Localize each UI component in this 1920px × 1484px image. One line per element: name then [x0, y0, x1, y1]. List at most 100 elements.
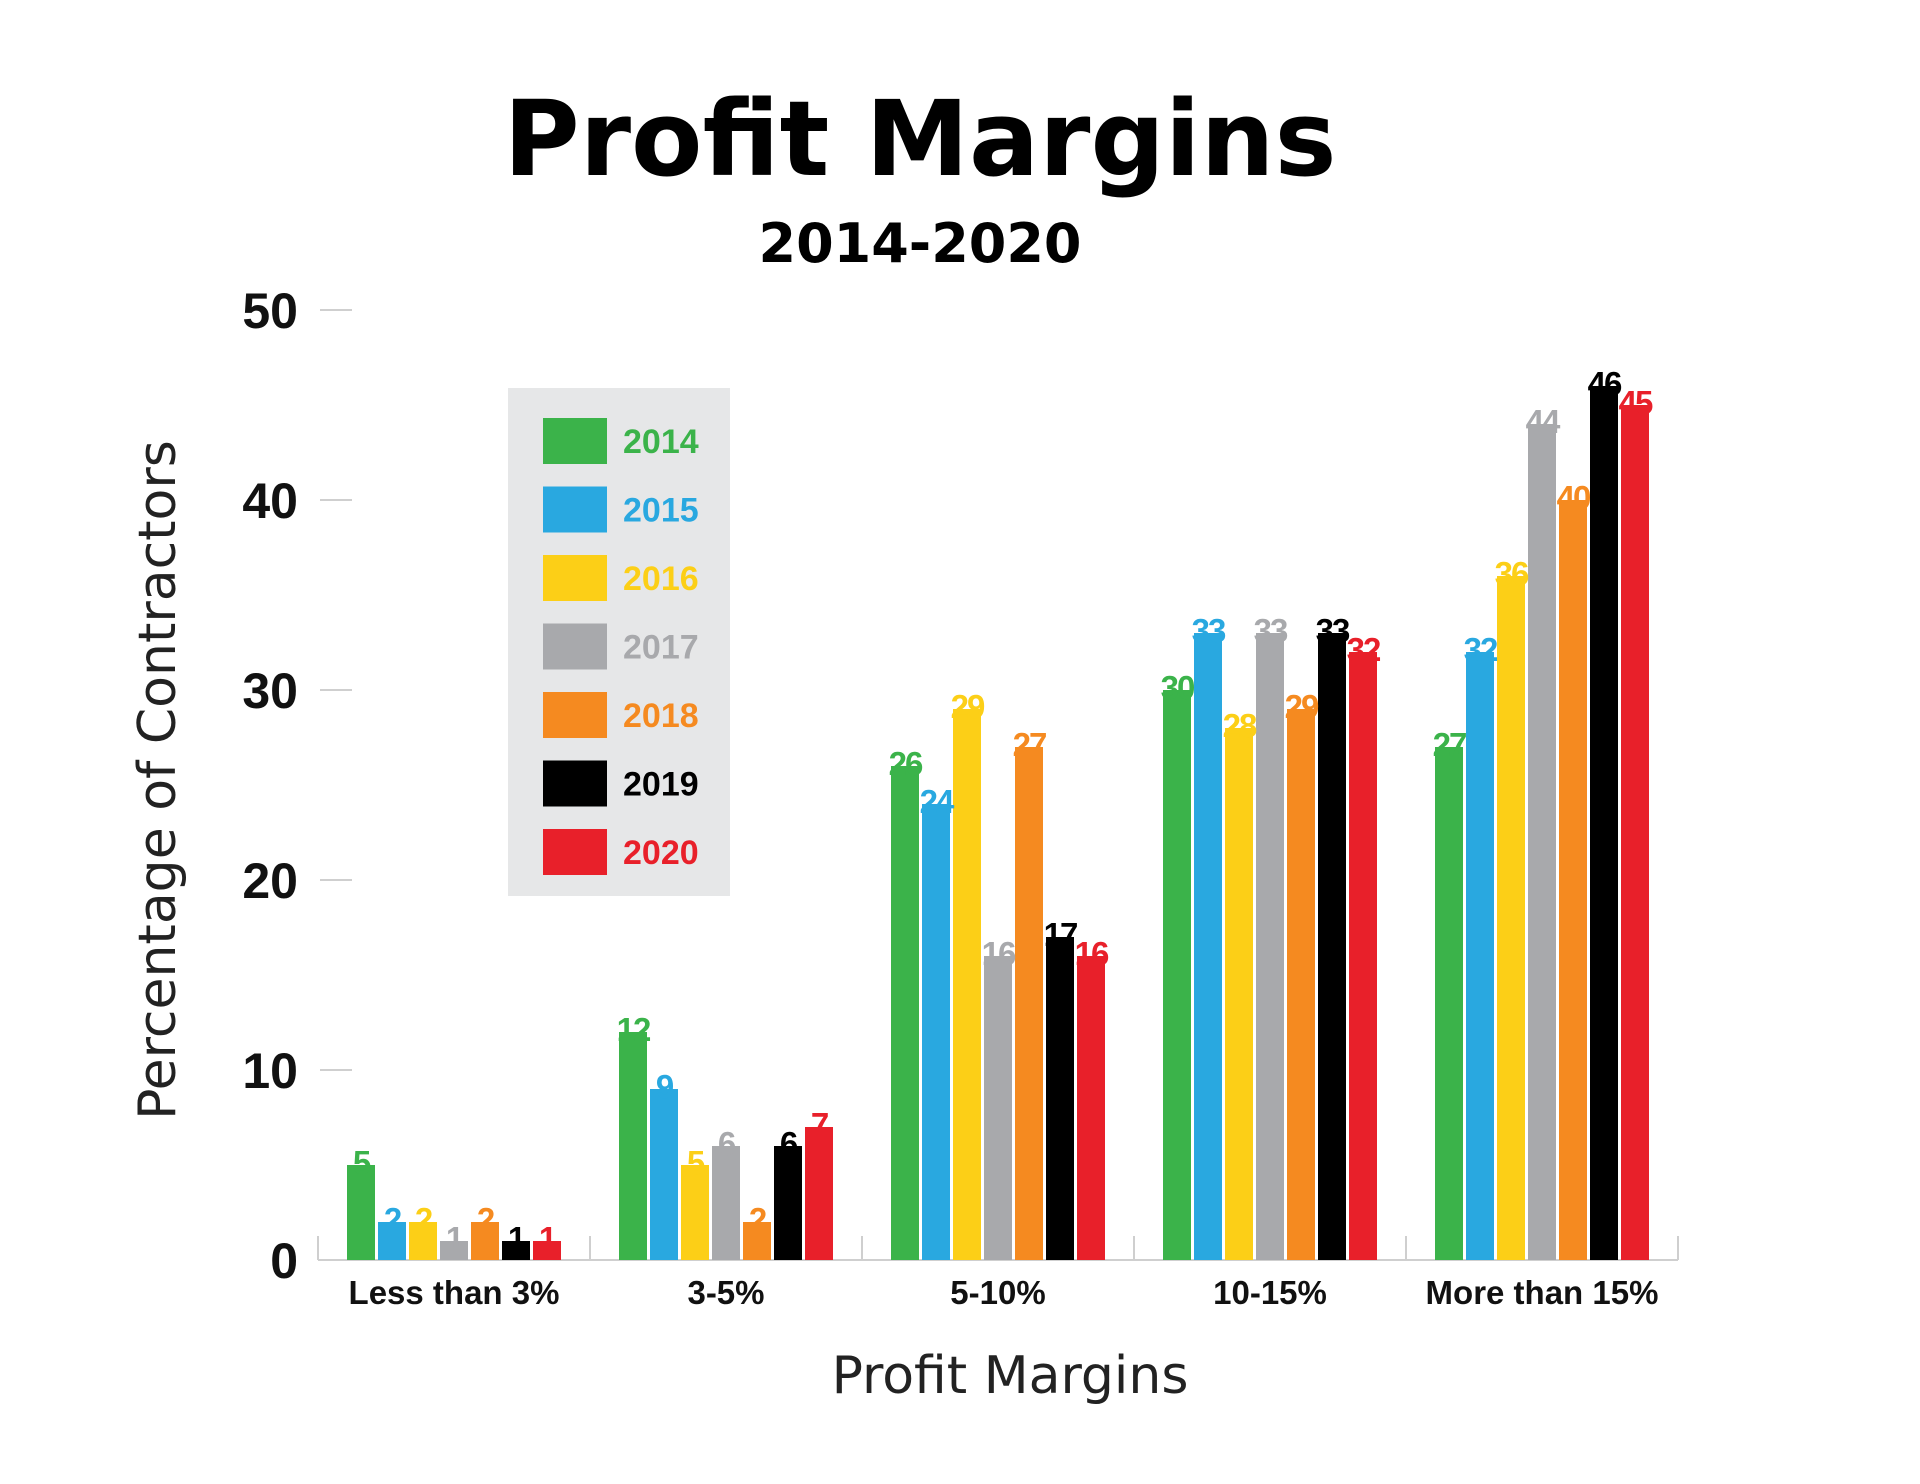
bar [953, 709, 981, 1260]
x-axis-label: Profit Margins [832, 1346, 1189, 1406]
bar [922, 804, 950, 1260]
bar [650, 1089, 678, 1260]
bar [619, 1032, 647, 1260]
bar-value-label: 26 [889, 745, 923, 782]
legend-swatch [543, 555, 607, 601]
legend-label: 2019 [623, 766, 699, 804]
legend-swatch [543, 829, 607, 875]
bar [1225, 728, 1253, 1260]
y-tick-label: 10 [242, 1043, 298, 1099]
bar-value-label: 32 [1347, 631, 1381, 668]
legend-swatch [543, 692, 607, 738]
bar-value-label: 6 [718, 1125, 736, 1162]
bar [743, 1222, 771, 1260]
legend-swatch [543, 760, 607, 807]
bar [1287, 709, 1315, 1260]
legend-swatch [543, 486, 607, 533]
bar-value-label: 27 [1013, 726, 1046, 763]
bar-value-label: 29 [1285, 688, 1319, 725]
bar-value-label: 17 [1044, 916, 1077, 953]
legend: 2014 2015 2016 2017 2018 2019 2020 [508, 388, 730, 896]
bar [471, 1222, 499, 1260]
bar-value-label: 5 [353, 1144, 371, 1181]
bar-value-label: 16 [982, 935, 1016, 972]
bar [1528, 424, 1556, 1260]
bar-value-label: 27 [1433, 726, 1466, 763]
bar [774, 1146, 802, 1260]
x-category-label: 10-15% [1213, 1274, 1327, 1311]
legend-label: 2016 [623, 560, 699, 598]
legend-label: 2020 [623, 834, 699, 872]
bar [409, 1222, 437, 1260]
bar-value-label: 46 [1588, 365, 1622, 402]
bar-value-label: 28 [1223, 707, 1257, 744]
y-tick-label: 0 [270, 1233, 298, 1289]
bar-value-label: 1 [508, 1220, 526, 1257]
bar-value-label: 30 [1161, 669, 1194, 706]
bar [1318, 633, 1346, 1260]
bar-value-label: 36 [1495, 555, 1529, 592]
legend-label: 2018 [623, 697, 699, 735]
bar [347, 1165, 375, 1260]
bar [1559, 500, 1587, 1260]
bar-value-label: 2 [477, 1201, 495, 1238]
bar [1497, 576, 1525, 1260]
bars [347, 386, 1649, 1260]
axes: 0 10 20 30 40 50 Less than 3% 3-5% 5-10% 10-15% Mo… [242, 283, 1679, 1311]
bar-value-label: 12 [617, 1011, 651, 1048]
bar-value-label: 32 [1464, 631, 1498, 668]
bar [1590, 386, 1618, 1260]
bar [891, 766, 919, 1260]
bar [533, 1241, 561, 1260]
bar-value-label: 7 [811, 1106, 828, 1143]
bar-value-label: 1 [446, 1220, 464, 1257]
bar [681, 1165, 709, 1260]
bar [984, 956, 1012, 1260]
legend-label: 2015 [623, 492, 699, 530]
bar [1015, 747, 1043, 1260]
bar [1621, 405, 1649, 1260]
bar [1046, 937, 1074, 1260]
bar-value-label: 2 [749, 1201, 767, 1238]
bar [440, 1241, 468, 1260]
bar-value-label: 2 [415, 1201, 433, 1238]
bar-value-label: 33 [1254, 612, 1288, 649]
y-tick-label: 40 [242, 473, 298, 529]
legend-swatch [543, 623, 607, 670]
bar-value-label: 9 [656, 1068, 674, 1105]
bar-value-label: 29 [951, 688, 985, 725]
y-axis-label: Percentage of Contractors [128, 440, 188, 1120]
bar-value-label: 33 [1192, 612, 1226, 649]
bar-value-label: 6 [780, 1125, 798, 1162]
bar-value-label: 1 [539, 1220, 557, 1257]
y-tick-label: 30 [242, 663, 298, 719]
bar [378, 1222, 406, 1260]
bar [1435, 747, 1463, 1260]
bar [1256, 633, 1284, 1260]
bar [1077, 956, 1105, 1260]
bar [1194, 633, 1222, 1260]
y-tick-label: 20 [242, 853, 298, 909]
bar-value-label: 16 [1075, 935, 1109, 972]
legend-label: 2017 [623, 629, 699, 667]
bar-value-label: 44 [1526, 403, 1561, 440]
bar-value-label: 40 [1557, 479, 1590, 516]
bar [712, 1146, 740, 1260]
legend-label: 2014 [623, 423, 699, 461]
chart-subtitle: 2014-2020 [759, 212, 1082, 275]
x-category-label: 5-10% [950, 1274, 1045, 1311]
bar [805, 1127, 833, 1260]
x-category-label: More than 15% [1426, 1274, 1659, 1311]
bar [1466, 652, 1494, 1260]
bar-value-label: 2 [384, 1201, 402, 1238]
bar [502, 1241, 530, 1260]
bar-value-label: 24 [920, 783, 955, 820]
chart-title: Profit Margins [504, 78, 1337, 200]
bar-value-label: 33 [1316, 612, 1350, 649]
legend-swatch [543, 418, 607, 464]
x-category-label: Less than 3% [349, 1274, 560, 1311]
bar [1349, 652, 1377, 1260]
x-category-label: 3-5% [687, 1274, 764, 1311]
